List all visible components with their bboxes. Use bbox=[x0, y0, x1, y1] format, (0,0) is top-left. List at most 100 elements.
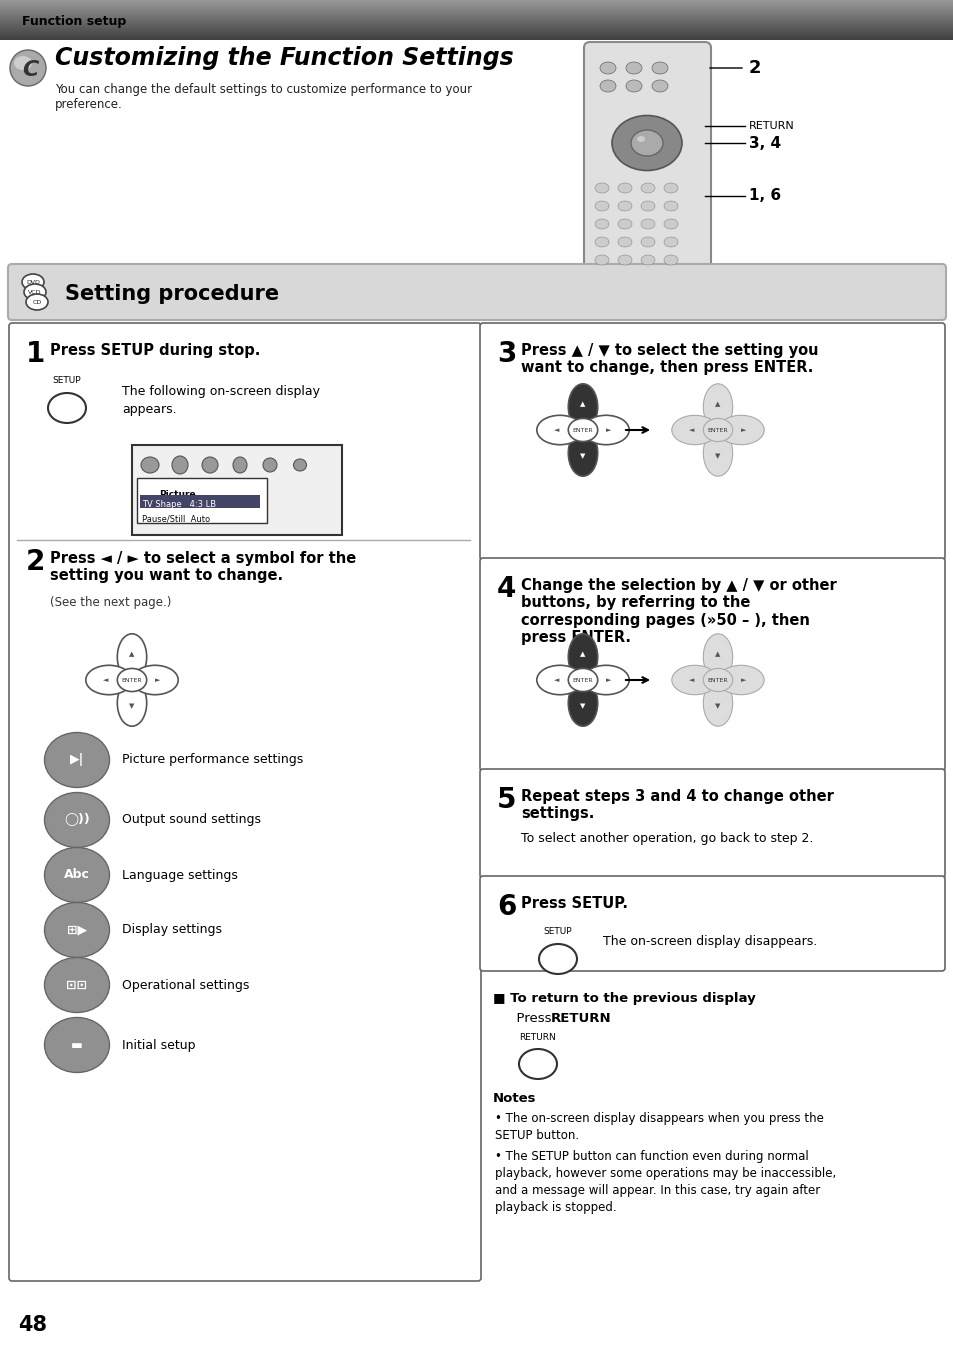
Ellipse shape bbox=[45, 848, 110, 903]
Ellipse shape bbox=[618, 201, 631, 212]
Ellipse shape bbox=[45, 903, 110, 957]
Text: ◄: ◄ bbox=[689, 427, 694, 433]
Text: Press ◄ / ► to select a symbol for the
setting you want to change.: Press ◄ / ► to select a symbol for the s… bbox=[50, 551, 355, 584]
Text: ENTER: ENTER bbox=[572, 678, 593, 682]
Ellipse shape bbox=[582, 415, 629, 445]
Text: ▶|: ▶| bbox=[70, 754, 84, 767]
FancyBboxPatch shape bbox=[479, 768, 944, 878]
Ellipse shape bbox=[172, 456, 188, 474]
Ellipse shape bbox=[518, 1049, 557, 1078]
Text: 2: 2 bbox=[748, 59, 760, 77]
Text: Language settings: Language settings bbox=[122, 868, 237, 882]
FancyBboxPatch shape bbox=[479, 876, 944, 971]
Text: Customizing the Function Settings: Customizing the Function Settings bbox=[55, 46, 514, 70]
Text: ▲: ▲ bbox=[579, 400, 585, 407]
Text: Output sound settings: Output sound settings bbox=[122, 813, 261, 826]
Ellipse shape bbox=[595, 218, 608, 229]
Ellipse shape bbox=[595, 255, 608, 266]
Ellipse shape bbox=[582, 666, 629, 694]
Ellipse shape bbox=[663, 201, 678, 212]
Ellipse shape bbox=[718, 666, 763, 694]
Ellipse shape bbox=[702, 430, 732, 476]
Ellipse shape bbox=[233, 457, 247, 473]
Ellipse shape bbox=[595, 201, 608, 212]
FancyBboxPatch shape bbox=[9, 324, 480, 1281]
Ellipse shape bbox=[702, 669, 732, 692]
Ellipse shape bbox=[663, 183, 678, 193]
Text: 3, 4: 3, 4 bbox=[748, 136, 781, 151]
Ellipse shape bbox=[618, 237, 631, 247]
Ellipse shape bbox=[640, 218, 655, 229]
Text: ►: ► bbox=[606, 677, 611, 683]
Text: ⊡⊡: ⊡⊡ bbox=[67, 979, 88, 992]
Text: ▬: ▬ bbox=[71, 1038, 83, 1051]
Ellipse shape bbox=[568, 669, 598, 692]
Text: Operational settings: Operational settings bbox=[122, 979, 249, 992]
Ellipse shape bbox=[702, 384, 732, 430]
Ellipse shape bbox=[10, 50, 46, 86]
Ellipse shape bbox=[663, 255, 678, 266]
Text: Pause/Still  Auto: Pause/Still Auto bbox=[142, 514, 210, 523]
Ellipse shape bbox=[117, 634, 147, 679]
Ellipse shape bbox=[568, 634, 598, 679]
Text: ◄: ◄ bbox=[554, 677, 559, 683]
Text: Press SETUP during stop.: Press SETUP during stop. bbox=[50, 342, 260, 359]
Text: ▼: ▼ bbox=[579, 453, 585, 460]
Text: • The on-screen display disappears when you press the
SETUP button.: • The on-screen display disappears when … bbox=[495, 1112, 823, 1142]
Text: ▼: ▼ bbox=[130, 704, 134, 709]
Ellipse shape bbox=[640, 183, 655, 193]
Ellipse shape bbox=[618, 218, 631, 229]
Text: ENTER: ENTER bbox=[572, 427, 593, 433]
Text: Press: Press bbox=[507, 1012, 556, 1024]
Text: Setting procedure: Setting procedure bbox=[65, 284, 279, 305]
Text: VCD: VCD bbox=[29, 290, 42, 294]
Ellipse shape bbox=[537, 666, 582, 694]
Text: ▲: ▲ bbox=[715, 400, 720, 407]
Ellipse shape bbox=[45, 793, 110, 848]
Ellipse shape bbox=[663, 237, 678, 247]
Ellipse shape bbox=[568, 430, 598, 476]
Ellipse shape bbox=[14, 57, 32, 70]
Ellipse shape bbox=[568, 418, 598, 442]
Text: 6: 6 bbox=[497, 892, 516, 921]
Ellipse shape bbox=[24, 284, 46, 301]
Bar bbox=[140, 495, 260, 508]
Text: ►: ► bbox=[155, 677, 160, 683]
Ellipse shape bbox=[294, 460, 306, 470]
Ellipse shape bbox=[202, 457, 218, 473]
Ellipse shape bbox=[595, 183, 608, 193]
Text: SETUP: SETUP bbox=[52, 376, 81, 386]
Text: Press SETUP.: Press SETUP. bbox=[520, 896, 627, 911]
Text: 1: 1 bbox=[26, 340, 45, 368]
Ellipse shape bbox=[599, 80, 616, 92]
FancyBboxPatch shape bbox=[479, 558, 944, 771]
Text: (See the next page.): (See the next page.) bbox=[50, 596, 172, 609]
Text: ▲: ▲ bbox=[715, 651, 720, 656]
Bar bbox=[137, 479, 267, 523]
Text: Change the selection by ▲ / ▼ or other
buttons, by referring to the
correspondin: Change the selection by ▲ / ▼ or other b… bbox=[520, 578, 836, 646]
Text: Display settings: Display settings bbox=[122, 923, 222, 937]
Ellipse shape bbox=[702, 679, 732, 727]
Ellipse shape bbox=[45, 1018, 110, 1073]
Ellipse shape bbox=[48, 394, 86, 423]
Text: 4: 4 bbox=[497, 576, 516, 603]
Text: RETURN: RETURN bbox=[748, 121, 794, 131]
Ellipse shape bbox=[702, 418, 732, 442]
Ellipse shape bbox=[637, 136, 644, 142]
Text: ◄: ◄ bbox=[103, 677, 109, 683]
FancyBboxPatch shape bbox=[479, 324, 944, 559]
Text: ▼: ▼ bbox=[715, 453, 720, 460]
Ellipse shape bbox=[671, 415, 718, 445]
Ellipse shape bbox=[618, 183, 631, 193]
Ellipse shape bbox=[671, 666, 718, 694]
Ellipse shape bbox=[630, 129, 662, 156]
Text: 48: 48 bbox=[18, 1316, 47, 1335]
Ellipse shape bbox=[599, 62, 616, 74]
Text: 2: 2 bbox=[26, 549, 46, 576]
Ellipse shape bbox=[702, 634, 732, 679]
Text: To select another operation, go back to step 2.: To select another operation, go back to … bbox=[520, 832, 813, 845]
Ellipse shape bbox=[625, 80, 641, 92]
Ellipse shape bbox=[651, 62, 667, 74]
Text: • The SETUP button can function even during normal
playback, however some operat: • The SETUP button can function even dur… bbox=[495, 1150, 836, 1215]
Ellipse shape bbox=[568, 679, 598, 727]
